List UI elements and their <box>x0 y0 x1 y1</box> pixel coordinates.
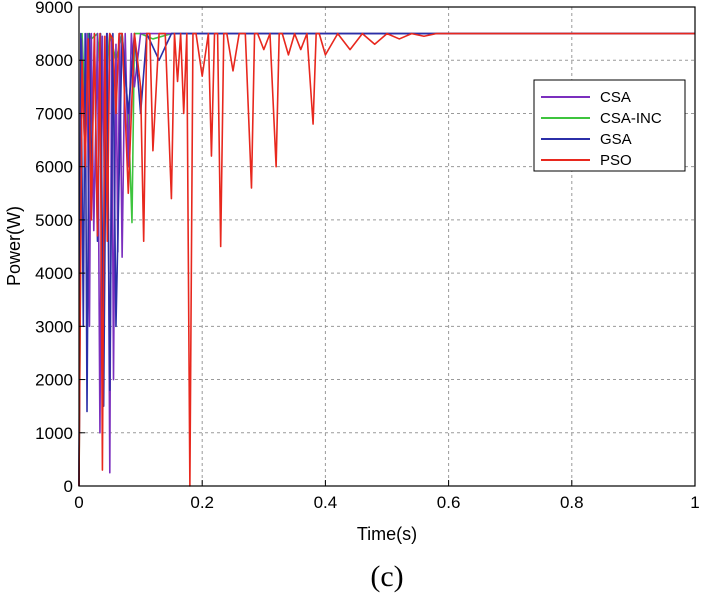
x-tick-label: 1 <box>690 493 699 512</box>
y-tick-label: 5000 <box>35 211 73 230</box>
plot-frame <box>78 6 696 487</box>
y-tick-label: 4000 <box>35 264 73 283</box>
y-tick-label: 9000 <box>35 0 73 17</box>
legend-label-gsa: GSA <box>600 131 632 148</box>
legend-label-csa-inc: CSA-INC <box>600 110 662 127</box>
y-tick-label: 2000 <box>35 371 73 390</box>
y-tick-label: 3000 <box>35 317 73 336</box>
plot-area <box>78 32 695 487</box>
x-tick-label: 0.2 <box>190 493 214 512</box>
series-line-gsa <box>78 32 695 487</box>
legend-items: CSA CSA-INC GSA PSO <box>541 89 662 169</box>
legend-box <box>533 79 686 172</box>
y-tick-label: 1000 <box>35 424 73 443</box>
figure-caption: (c) <box>370 560 403 593</box>
legend-label-csa: CSA <box>600 89 631 106</box>
y-tick-label: 8000 <box>35 51 73 70</box>
y-tick-label: 0 <box>64 477 73 496</box>
x-axis-label: Time(s) <box>357 524 417 544</box>
legend-label-pso: PSO <box>600 152 632 169</box>
x-tick-label: 0.6 <box>437 493 461 512</box>
axis-ticks: 0 0.2 0.4 0.6 0.8 1 0 1000 2000 3000 4000 5000 6000 7… <box>35 0 700 512</box>
y-axis-label: Power(W) <box>4 206 24 286</box>
x-tick-label: 0 <box>74 493 83 512</box>
series-line-pso <box>78 32 695 487</box>
y-tick-label: 6000 <box>35 158 73 177</box>
x-tick-label: 0.4 <box>314 493 338 512</box>
y-tick-label: 7000 <box>35 104 73 123</box>
x-tick-label: 0.8 <box>560 493 584 512</box>
legend: CSA CSA-INC GSA PSO <box>533 79 686 172</box>
